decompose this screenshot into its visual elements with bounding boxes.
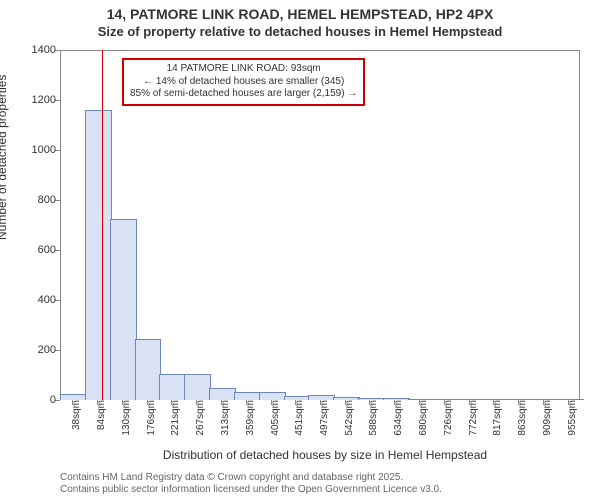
histogram-bar [234, 392, 261, 401]
xtick-label: 634sqm [389, 400, 404, 436]
histogram-bar [383, 398, 410, 400]
xtick-label: 176sqm [142, 400, 157, 436]
histogram-bar [408, 399, 435, 401]
histogram-bar [159, 374, 186, 400]
xtick-label: 313sqm [216, 400, 231, 436]
histogram-bar [284, 396, 311, 400]
histogram-bar [557, 399, 584, 400]
footer-line-1: Contains HM Land Registry data © Crown c… [60, 472, 590, 484]
xtick-label: 405sqm [266, 400, 281, 436]
plot-area: 020040060080010001200140038sqm84sqm130sq… [60, 50, 580, 400]
xtick-label: 542sqm [340, 400, 355, 436]
footer-line-2: Contains public sector information licen… [60, 484, 590, 496]
ytick-label: 600 [18, 244, 60, 256]
info-box-line: 14 PATMORE LINK ROAD: 93sqm [130, 63, 357, 76]
xtick-label: 451sqm [290, 400, 305, 436]
ytick-label: 1200 [18, 94, 60, 106]
ytick-label: 0 [18, 394, 60, 406]
y-axis-label: Number of detached properties [0, 75, 9, 240]
xtick-label: 588sqm [364, 400, 379, 436]
ytick-label: 800 [18, 194, 60, 206]
info-box-line: 85% of semi-detached houses are larger (… [130, 88, 357, 101]
xtick-label: 772sqm [464, 400, 479, 436]
property-marker-line [102, 50, 103, 400]
xtick-label: 84sqm [92, 400, 107, 430]
footer-attribution: Contains HM Land Registry data © Crown c… [60, 472, 590, 496]
histogram-bar [60, 394, 87, 400]
ytick-label: 1400 [18, 44, 60, 56]
histogram-bar [507, 399, 534, 400]
xtick-label: 38sqm [67, 400, 82, 430]
xtick-label: 267sqm [191, 400, 206, 436]
x-axis-label: Distribution of detached houses by size … [60, 448, 590, 462]
histogram-bar [482, 399, 509, 400]
histogram-bar [358, 398, 385, 400]
histogram-bar [532, 399, 559, 400]
xtick-label: 817sqm [488, 400, 503, 436]
xtick-label: 680sqm [414, 400, 429, 436]
xtick-label: 726sqm [439, 400, 454, 436]
histogram-bar [457, 399, 484, 401]
histogram-bar [333, 397, 360, 401]
histogram-bar [433, 399, 460, 401]
chart-container: { "chart": { "type": "histogram", "title… [0, 0, 600, 500]
histogram-bar [308, 395, 335, 400]
ytick-label: 200 [18, 344, 60, 356]
ytick-label: 1000 [18, 144, 60, 156]
xtick-label: 863sqm [513, 400, 528, 436]
xtick-label: 497sqm [315, 400, 330, 436]
histogram-bar [110, 219, 137, 400]
xtick-label: 221sqm [166, 400, 181, 436]
chart-title-main: 14, PATMORE LINK ROAD, HEMEL HEMPSTEAD, … [0, 6, 600, 22]
info-box: 14 PATMORE LINK ROAD: 93sqm← 14% of deta… [122, 58, 365, 106]
chart-title-sub: Size of property relative to detached ho… [0, 24, 600, 39]
ytick-label: 400 [18, 294, 60, 306]
info-box-line: ← 14% of detached houses are smaller (34… [130, 76, 357, 89]
xtick-label: 909sqm [538, 400, 553, 436]
xtick-label: 359sqm [241, 400, 256, 436]
histogram-bar [85, 110, 112, 400]
histogram-bar [135, 339, 162, 400]
histogram-bar [209, 388, 236, 400]
xtick-label: 955sqm [563, 400, 578, 436]
xtick-label: 130sqm [117, 400, 132, 436]
histogram-bar [184, 374, 211, 400]
histogram-bar [259, 392, 286, 401]
